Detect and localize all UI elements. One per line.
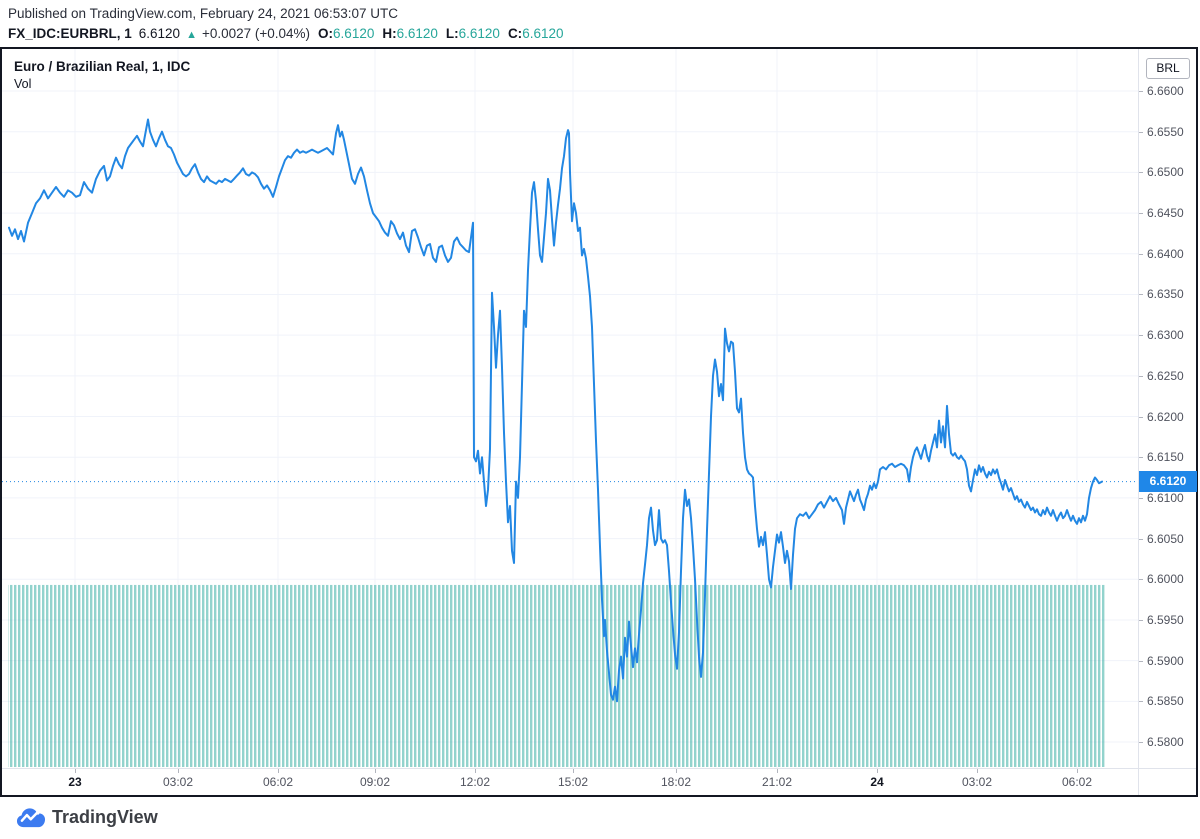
price-axis-label: 6.5900 [1147,653,1184,668]
price-axis-label: 6.6200 [1147,409,1184,424]
price-axis-tick [1139,538,1143,540]
price-axis-label: 6.6300 [1147,328,1184,343]
time-axis-tick [75,769,76,773]
price-axis-tick [1139,579,1143,581]
volume-indicator-label: Vol [14,77,32,91]
published-line: Published on TradingView.com, February 2… [8,6,398,21]
price-axis-tick [1139,253,1143,255]
time-axis-tick [573,769,574,773]
price-axis-label: 6.5850 [1147,694,1184,709]
price-axis-tick [1139,742,1143,743]
price-axis-label: 6.6100 [1147,490,1184,505]
time-axis-label: 15:02 [557,775,589,789]
axis-corner [1138,768,1196,795]
chart-title: Euro / Brazilian Real, 1, IDC [14,59,191,74]
time-axis-tick [475,769,476,773]
time-axis-tick [375,769,376,773]
price-axis-tick [1139,91,1143,92]
currency-badge: BRL [1146,58,1190,79]
last-price-badge: 6.6120 [1139,471,1197,493]
price-axis-label: 6.6400 [1147,246,1184,261]
price-chart-pane[interactable]: Euro / Brazilian Real, 1, IDC Vol [2,49,1138,768]
symbol-info-line: FX_IDC:EURBRL, 1 6.6120 ▲ +0.0027 (+0.04%) O… [8,26,563,41]
time-axis-tick [178,769,179,773]
time-axis-tick [1077,769,1078,773]
symbol-name: FX_IDC:EURBRL, 1 [8,26,132,41]
price-line-chart[interactable] [2,49,1138,768]
brand-name: TradingView [52,807,158,827]
time-axis[interactable]: 23 03:02 06:02 09:02 12:02 15:02 18:02 21:02 24 0… [2,768,1138,795]
price-axis-label: 6.6000 [1147,572,1184,587]
price-axis-label: 6.5950 [1147,612,1184,627]
high-value: H:6.6120 [382,26,438,41]
low-value: L:6.6120 [445,26,500,41]
time-axis-tick [977,769,978,773]
price-axis-tick [1139,457,1143,459]
price-axis-label: 6.6450 [1147,206,1184,221]
time-axis-label: 12:02 [459,775,491,789]
price-axis-tick [1139,294,1143,296]
time-axis-label: 03:02 [162,775,194,789]
time-axis-tick [877,769,878,773]
chart-legend: Euro / Brazilian Real, 1, IDC Vol [14,59,190,91]
time-axis-label: 21:02 [761,775,793,789]
snapshot-footer: TradingView [0,797,1200,839]
close-value: C:6.6120 [507,26,564,41]
price-axis-tick [1139,335,1143,337]
price-axis-label: 6.6350 [1147,287,1184,302]
price-axis-label: 6.5800 [1147,735,1184,749]
tradingview-logo-icon [16,805,46,836]
last-price-value: 6.6120 [138,26,181,41]
time-axis-label: 06:02 [262,775,294,789]
up-triangle-icon: ▲ [186,29,197,41]
time-axis-label: 23 [68,775,82,789]
price-axis-label: 6.6550 [1147,124,1184,139]
price-axis-label: 6.6250 [1147,368,1184,383]
price-axis-tick [1139,416,1143,418]
time-axis-tick [278,769,279,773]
time-axis-label: 24 [870,775,884,789]
price-axis-label: 6.6600 [1147,84,1184,98]
price-axis-tick [1139,213,1143,215]
time-axis-tick [777,769,778,773]
price-axis[interactable]: BRL 6.6120 6.6600 6.6550 6.6500 6.6450 6.640… [1138,49,1197,768]
time-axis-label: 06:02 [1061,775,1093,789]
time-axis-label: 18:02 [660,775,692,789]
price-axis-tick [1139,619,1143,621]
open-value: O:6.6120 [318,26,375,41]
price-axis-tick [1139,660,1143,662]
price-axis-tick [1139,375,1143,377]
price-change: +0.0027 (+0.04%) [201,26,311,41]
price-axis-label: 6.6150 [1147,450,1184,465]
price-axis-tick [1139,172,1143,174]
price-axis-tick [1139,701,1143,703]
time-axis-label: 03:02 [961,775,993,789]
chart-widget: Euro / Brazilian Real, 1, IDC Vol BRL 6.… [0,47,1198,797]
price-axis-label: 6.6500 [1147,165,1184,180]
time-axis-tick [676,769,677,773]
snapshot-header: Published on TradingView.com, February 2… [0,0,1200,47]
price-axis-tick [1139,497,1143,499]
price-axis-tick [1139,131,1143,133]
price-axis-label: 6.6050 [1147,531,1184,546]
time-axis-label: 09:02 [359,775,391,789]
